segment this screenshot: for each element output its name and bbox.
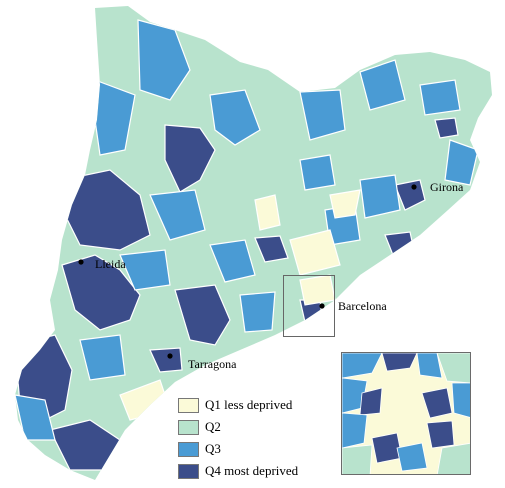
- legend-label-q1: Q1 less deprived: [205, 397, 293, 412]
- legend-label-q3: Q3: [205, 441, 221, 456]
- lleida-label: Lleida: [95, 257, 126, 271]
- legend-label-q2: Q2: [205, 419, 221, 434]
- legend: Q1 less deprived Q2 Q3 Q4 most deprived: [178, 394, 298, 482]
- girona-label: Girona: [430, 180, 464, 194]
- legend-swatch-q1: [178, 397, 199, 413]
- barcelona-inset-map: [341, 352, 471, 475]
- legend-item-q1: Q1 less deprived: [178, 394, 298, 416]
- barcelona-marker: [319, 303, 325, 309]
- legend-swatch-q4: [178, 463, 199, 479]
- legend-label-q4: Q4 most deprived: [205, 463, 299, 478]
- legend-item-q4: Q4 most deprived: [178, 460, 298, 482]
- tarragona-marker: [167, 353, 173, 359]
- legend-item-q3: Q3: [178, 438, 298, 460]
- girona-marker: [411, 184, 417, 190]
- barcelona-zoom-box: [283, 275, 335, 337]
- legend-item-q2: Q2: [178, 416, 298, 438]
- barcelona-label: Barcelona: [338, 299, 387, 313]
- legend-swatch-q2: [178, 419, 199, 435]
- lleida-marker: [78, 259, 84, 265]
- legend-swatch-q3: [178, 441, 199, 457]
- tarragona-label: Tarragona: [188, 357, 237, 371]
